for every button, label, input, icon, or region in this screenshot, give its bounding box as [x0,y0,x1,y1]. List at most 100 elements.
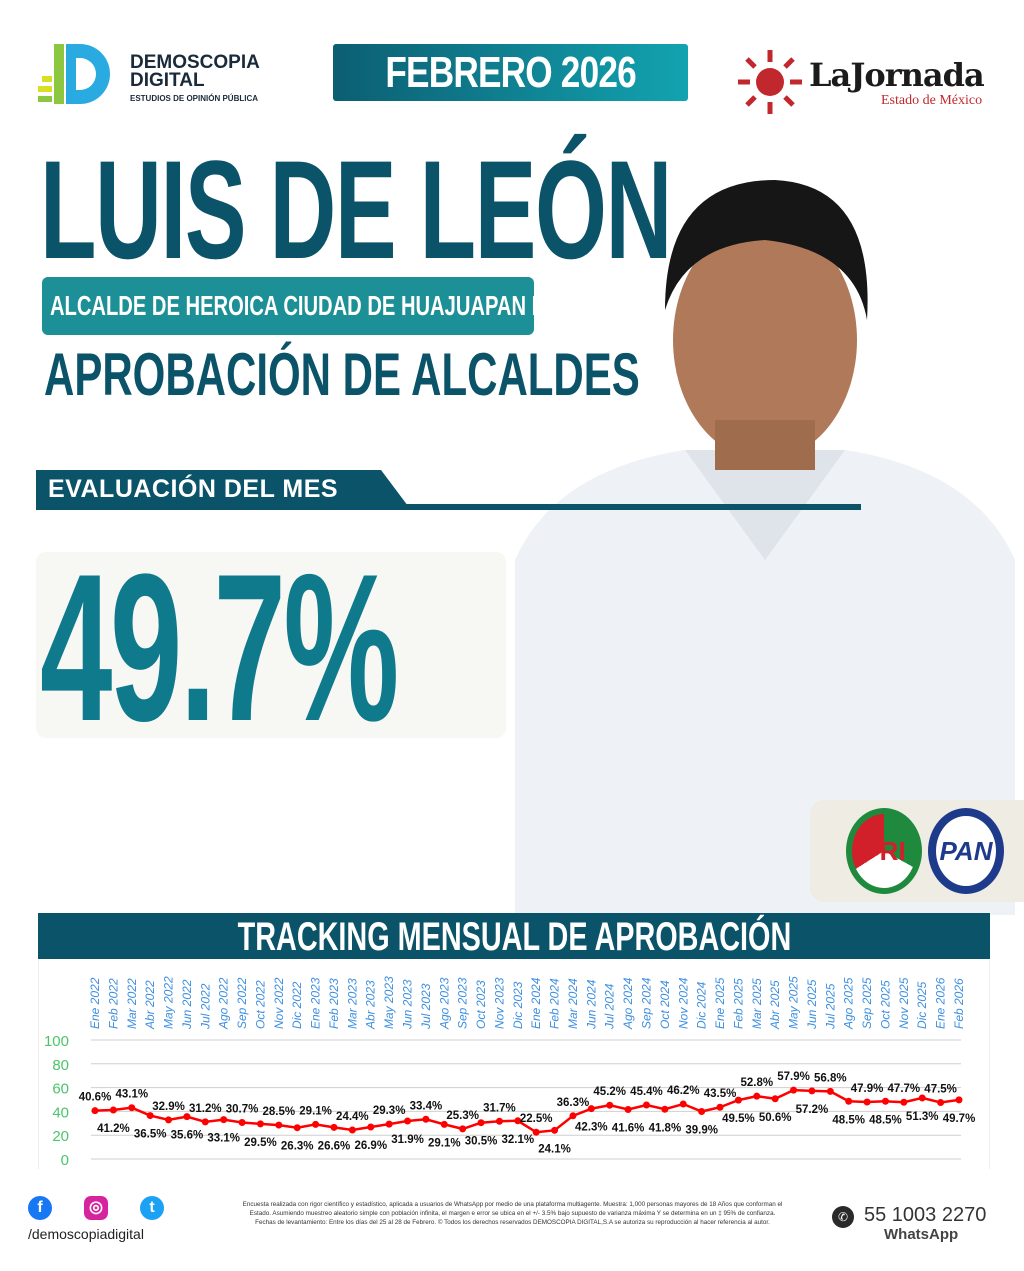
phone-number[interactable]: 55 1003 2270 [864,1204,987,1226]
data-label: 30.5% [465,1136,498,1148]
x-tick-label: Oct 2022 [253,980,267,1029]
data-label: 47.7% [888,1083,921,1095]
data-point [955,1096,963,1104]
data-label: 24.4% [336,1111,369,1123]
x-tick-label: Ago 2023 [437,977,451,1030]
score-card [36,552,506,738]
data-point [790,1086,798,1094]
data-label: 24.1% [538,1143,571,1155]
data-label: 36.3% [557,1097,590,1109]
date-text: FEBRERO 2026 [385,48,636,97]
data-label: 30.7% [226,1103,259,1115]
data-point [642,1101,650,1109]
y-tick-label: 80 [52,1057,69,1074]
x-tick-label: Feb 2022 [106,978,120,1029]
x-tick-label: Nov 2022 [272,977,286,1029]
role-text: ALCALDE DE HEROICA CIUDAD DE HUAJUAPAN D… [50,290,534,321]
data-point [716,1103,724,1111]
data-point [771,1095,779,1103]
facebook-icon[interactable]: f [28,1196,52,1220]
data-label: 31.2% [189,1103,222,1115]
social-links: f ◎ t /demoscopiadigital [28,1196,228,1246]
data-label: 52.8% [740,1077,773,1089]
x-tick-label: Feb 2026 [952,978,966,1029]
x-tick-label: Feb 2024 [548,978,562,1029]
y-tick-label: 0 [61,1152,69,1169]
data-point [753,1092,761,1100]
la-jornada-logo: LaJornada Estado de México [735,48,995,118]
data-label: 43.1% [115,1089,148,1101]
x-tick-label: Jul 2023 [419,983,433,1030]
x-tick-label: May 2023 [382,976,396,1029]
x-tick-label: Ago 2022 [217,977,231,1030]
x-tick-label: Mar 2025 [750,978,764,1029]
x-tick-label: Sep 2022 [235,977,249,1029]
x-tick-label: Ene 2026 [934,977,948,1029]
whatsapp-icon: ✆ [832,1206,854,1228]
x-tick-label: Jul 2025 [823,983,837,1030]
x-tick-label: Feb 2025 [731,978,745,1029]
y-tick-label: 20 [52,1128,69,1145]
whatsapp-label: WhatsApp [884,1226,959,1243]
data-label: 49.7% [943,1113,976,1125]
data-label: 36.5% [134,1129,167,1141]
disclaimer: Encuesta realizada con rigor científico … [242,1201,783,1226]
data-label: 57.2% [796,1104,829,1116]
data-point [514,1117,522,1125]
x-tick-label: Jun 2025 [805,979,819,1030]
data-point [367,1123,375,1131]
data-label: 48.5% [869,1114,902,1126]
data-label: 39.9% [685,1125,718,1137]
data-point [330,1123,338,1131]
x-tick-label: Abr 2023 [364,980,378,1030]
social-handle[interactable]: /demoscopiadigital [28,1226,144,1242]
data-point [808,1087,816,1095]
data-point [183,1113,191,1121]
twitter-icon[interactable]: t [140,1196,164,1220]
data-label: 31.9% [391,1134,424,1146]
sun-icon [738,50,802,114]
data-label: 43.5% [704,1088,737,1100]
data-point [661,1105,669,1113]
data-point [918,1094,926,1102]
data-point [422,1115,430,1123]
x-tick-label: Mar 2022 [125,978,139,1029]
data-label: 45.4% [630,1086,663,1098]
role-banner: ALCALDE DE HEROICA CIUDAD DE HUAJUAPAN D… [42,277,534,335]
x-tick-label: Jun 2024 [584,979,598,1030]
data-point [532,1128,540,1136]
data-label: 29.3% [373,1105,406,1117]
data-point [569,1112,577,1120]
data-label: 28.5% [263,1106,296,1118]
brand-tagline: ESTUDIOS DE OPINIÓN PÚBLICA [130,94,259,103]
data-point [293,1124,301,1132]
x-tick-label: May 2025 [787,976,801,1029]
data-point [698,1108,706,1116]
x-tick-label: Oct 2023 [474,980,488,1029]
section-title: APROBACIÓN DE ALCALDES [44,341,640,408]
approval-score: 49.7% [40,530,399,765]
data-label: 29.1% [299,1105,332,1117]
instagram-icon[interactable]: ◎ [84,1196,108,1220]
x-tick-label: Dic 2022 [290,981,304,1029]
data-point [128,1104,136,1112]
data-point [863,1098,871,1106]
data-label: 32.1% [502,1134,535,1146]
x-tick-label: Ago 2025 [842,977,856,1030]
x-tick-label: Nov 2024 [676,977,690,1029]
data-point [256,1120,264,1128]
line-chart: 0 20 40 60 80 100 Ene 2022 Feb 2022 Mar 2022 Abr … [44,976,976,1169]
data-point [551,1126,559,1134]
data-label: 47.9% [851,1083,884,1095]
brand-name-line2: DIGITAL [130,70,205,91]
x-tick-label: Nov 2025 [897,977,911,1029]
pri-logo: PRI [846,808,922,894]
data-label: 35.6% [171,1130,204,1142]
pan-logo: PAN [928,808,1004,894]
data-point [459,1125,467,1133]
x-tick-label: Sep 2023 [456,977,470,1029]
y-tick-label: 60 [52,1081,69,1098]
partner-sub: Estado de México [881,93,983,108]
x-tick-label: Sep 2024 [639,977,653,1029]
data-point [91,1107,99,1115]
